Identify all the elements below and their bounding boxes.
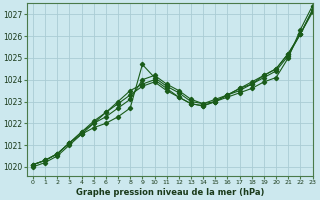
- X-axis label: Graphe pression niveau de la mer (hPa): Graphe pression niveau de la mer (hPa): [76, 188, 264, 197]
